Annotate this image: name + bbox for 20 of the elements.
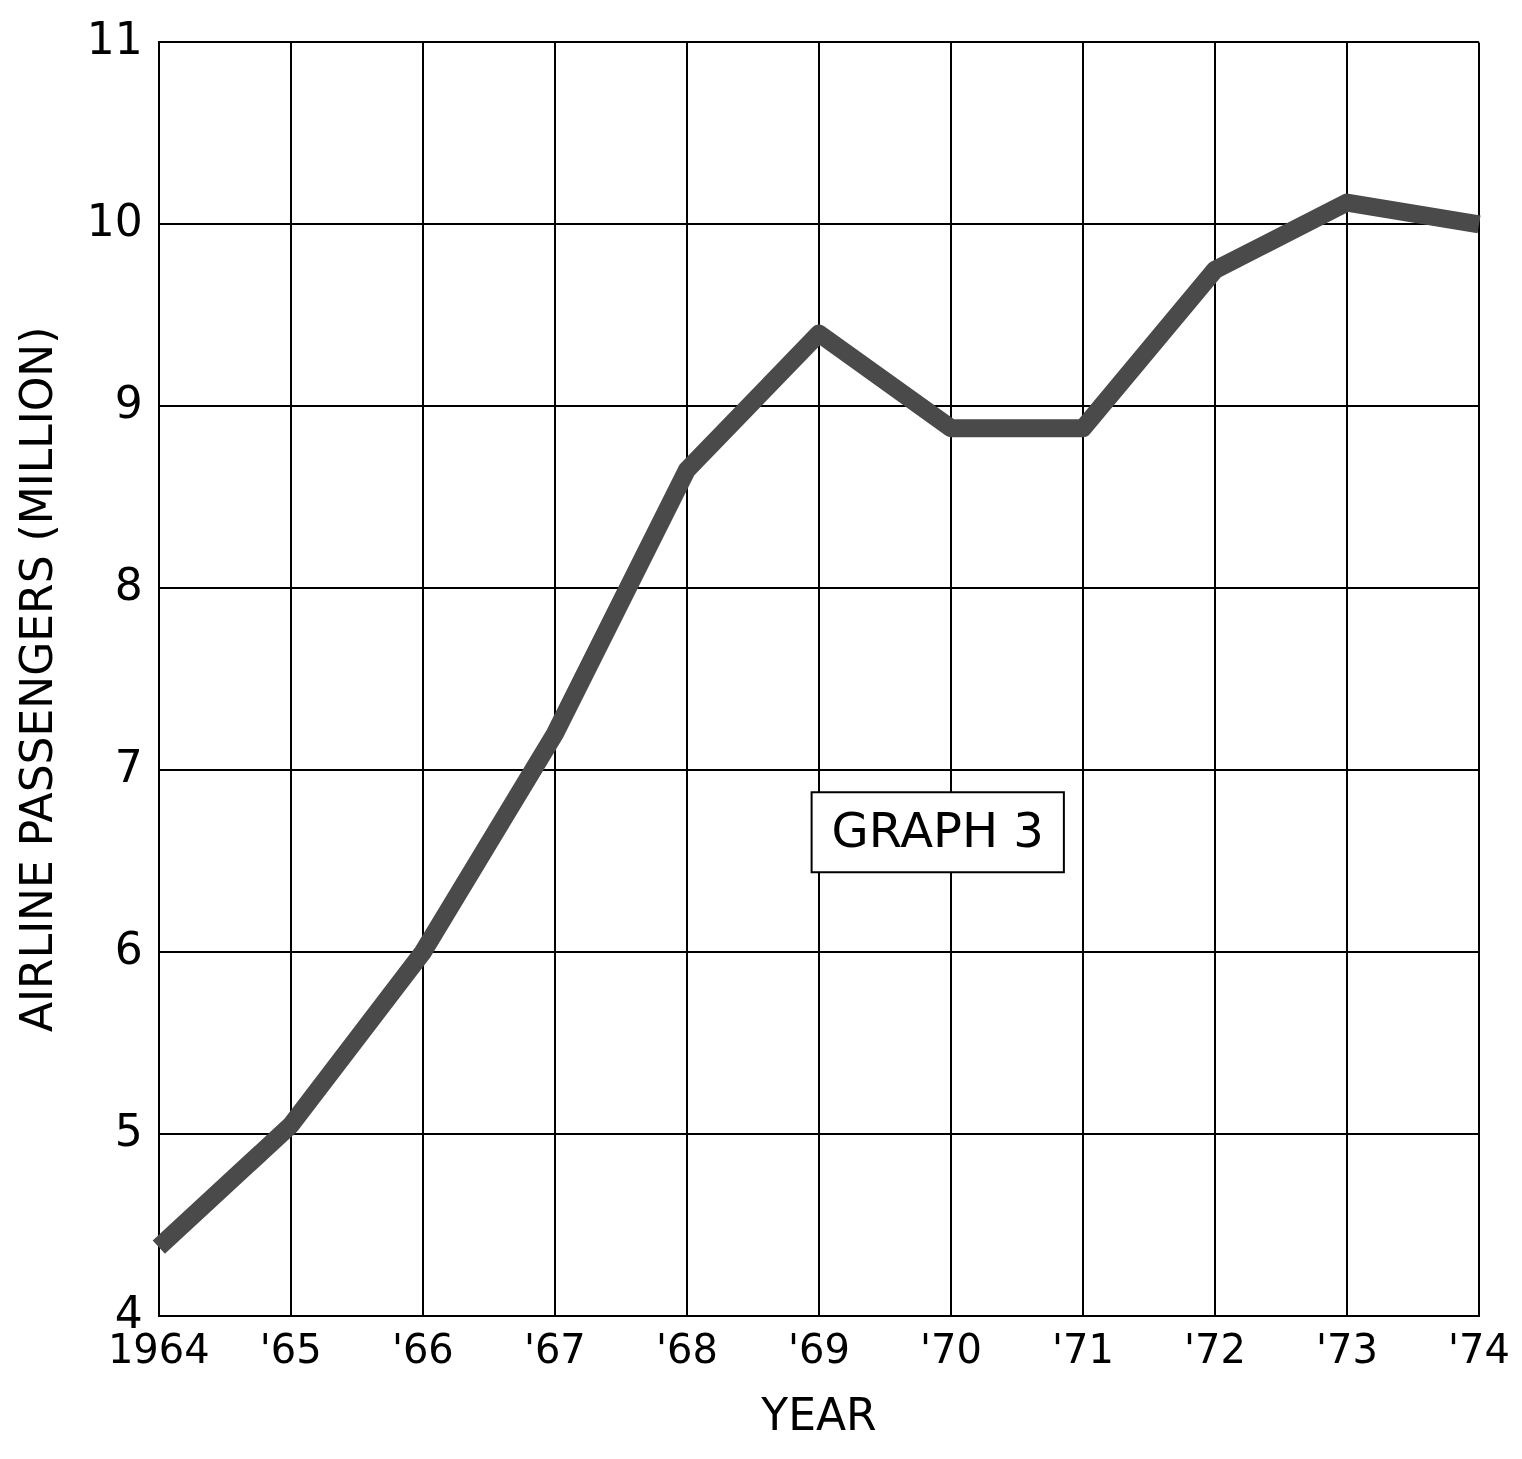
y-axis-title: AIRLINE PASSENGERS (MILLION) (10, 326, 62, 1033)
x-tick-label: '68 (655, 1325, 718, 1372)
annotation: GRAPH 3 (831, 801, 1044, 858)
y-tick-label: 11 (86, 12, 143, 64)
x-tick-label: '73 (1316, 1325, 1378, 1372)
y-tick-label: 10 (86, 194, 143, 246)
x-tick-label: '69 (787, 1325, 850, 1372)
y-tick-label: 8 (114, 558, 143, 610)
x-tick-label: '71 (1052, 1325, 1114, 1372)
x-tick-label: '67 (523, 1325, 586, 1372)
y-tick-label: 5 (114, 1104, 143, 1156)
y-tick-label: 9 (114, 376, 143, 428)
x-tick-label: '70 (919, 1325, 982, 1372)
x-axis-title: YEAR (760, 1389, 877, 1441)
y-tick-label: 6 (114, 922, 143, 974)
x-tick-label: '65 (259, 1325, 322, 1372)
x-tick-label: '74 (1448, 1325, 1511, 1372)
y-tick-label: 7 (114, 740, 143, 792)
x-tick-label: '72 (1184, 1325, 1246, 1372)
x-tick-label: '66 (391, 1325, 454, 1372)
